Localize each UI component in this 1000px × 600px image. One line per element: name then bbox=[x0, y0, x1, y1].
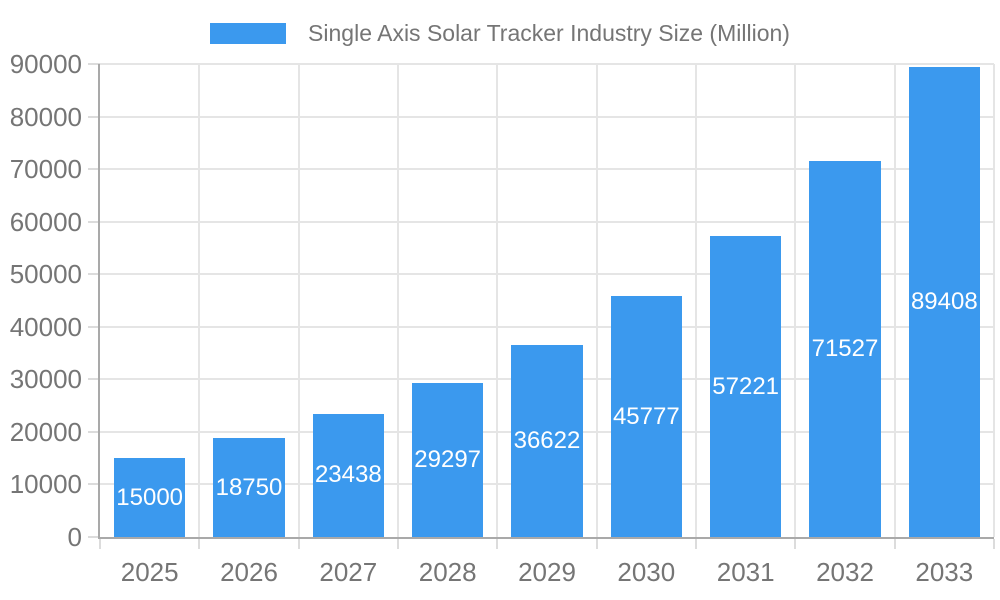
y-axis-tick bbox=[88, 220, 100, 223]
bar-value-label: 89408 bbox=[910, 288, 978, 316]
bar-2025[interactable]: 15000 bbox=[113, 458, 186, 537]
bar-value-label: 57221 bbox=[712, 372, 780, 400]
gridline-horizontal bbox=[100, 168, 994, 171]
y-axis-label: 70000 bbox=[9, 154, 82, 185]
bar-2030[interactable]: 45777 bbox=[610, 296, 683, 537]
x-axis-label-2030: 2030 bbox=[617, 557, 676, 587]
y-axis-tick bbox=[88, 168, 100, 171]
legend-label: Single Axis Solar Tracker Industry Size … bbox=[308, 20, 790, 46]
gridline-vertical bbox=[397, 64, 399, 537]
x-axis-tick bbox=[695, 539, 697, 549]
x-axis-tick bbox=[893, 539, 896, 549]
y-axis-tick bbox=[88, 378, 100, 381]
x-axis-tick bbox=[198, 539, 201, 549]
gridline-vertical bbox=[496, 64, 499, 537]
gridline-vertical bbox=[297, 64, 300, 537]
y-axis-label: 50000 bbox=[9, 259, 82, 290]
y-axis-label: 20000 bbox=[9, 416, 82, 447]
gridline-horizontal bbox=[100, 115, 994, 118]
legend: Single Axis Solar Tracker Industry Size … bbox=[0, 20, 1000, 47]
x-axis-label-2025: 2025 bbox=[120, 557, 179, 587]
bar-value-label: 18750 bbox=[215, 473, 283, 501]
y-axis-label: 30000 bbox=[9, 364, 82, 395]
y-axis-label: 80000 bbox=[9, 101, 82, 132]
x-axis-tick bbox=[99, 539, 101, 549]
y-axis-tick bbox=[88, 273, 100, 276]
x-axis-label-2027: 2027 bbox=[319, 557, 378, 587]
legend-swatch-icon bbox=[210, 23, 287, 44]
y-axis-tick bbox=[88, 63, 100, 65]
y-axis-tick bbox=[88, 430, 100, 433]
y-axis-label: 60000 bbox=[9, 206, 82, 237]
bar-value-label: 15000 bbox=[116, 483, 184, 511]
y-axis-tick bbox=[88, 536, 100, 538]
y-axis-label: 90000 bbox=[9, 49, 82, 79]
bar-2028[interactable]: 29297 bbox=[411, 383, 484, 537]
bar-2027[interactable]: 23438 bbox=[312, 413, 385, 537]
x-axis-tick bbox=[595, 539, 598, 549]
bar-value-label: 23438 bbox=[314, 461, 382, 489]
y-axis-label: 40000 bbox=[9, 311, 82, 342]
x-axis-tick bbox=[794, 539, 797, 549]
gridline-horizontal bbox=[100, 273, 994, 276]
gridline-vertical bbox=[794, 64, 797, 537]
y-axis-line bbox=[98, 64, 100, 539]
gridline-vertical bbox=[993, 64, 995, 537]
y-axis-tick bbox=[88, 325, 100, 328]
gridline-horizontal bbox=[100, 220, 994, 223]
x-axis-tick bbox=[297, 539, 300, 549]
bar-2031[interactable]: 57221 bbox=[709, 236, 782, 537]
y-axis-label: 10000 bbox=[9, 469, 82, 500]
x-axis-label-2031: 2031 bbox=[716, 557, 775, 587]
bar-2029[interactable]: 36622 bbox=[511, 344, 583, 537]
y-axis-label: 0 bbox=[67, 522, 82, 552]
bar-2026[interactable]: 18750 bbox=[213, 438, 285, 537]
gridline-vertical bbox=[893, 64, 896, 537]
gridline-vertical bbox=[198, 64, 201, 537]
x-axis-label-2028: 2028 bbox=[418, 557, 477, 587]
gridline-vertical bbox=[695, 64, 697, 537]
y-axis-tick bbox=[88, 115, 100, 118]
bar-value-label: 45777 bbox=[612, 402, 680, 430]
bar-value-label: 36622 bbox=[513, 426, 581, 454]
x-axis-label-2026: 2026 bbox=[220, 557, 278, 587]
bar-2033[interactable]: 89408 bbox=[908, 67, 981, 537]
gridline-horizontal bbox=[100, 325, 994, 328]
x-axis-tick bbox=[496, 539, 499, 549]
legend-item[interactable]: Single Axis Solar Tracker Industry Size … bbox=[210, 20, 790, 47]
bar-value-label: 29297 bbox=[414, 446, 482, 473]
bar-2032[interactable]: 71527 bbox=[809, 161, 881, 537]
x-axis-label-2032: 2032 bbox=[816, 557, 874, 587]
gridline-horizontal bbox=[100, 63, 994, 65]
x-axis-label-2029: 2029 bbox=[518, 557, 576, 587]
x-axis-line bbox=[98, 537, 994, 539]
gridline-vertical bbox=[595, 64, 598, 537]
y-axis-tick bbox=[88, 483, 100, 486]
x-axis-tick bbox=[993, 539, 995, 549]
x-axis-label-2033: 2033 bbox=[915, 557, 974, 587]
bar-value-label: 71527 bbox=[811, 335, 879, 363]
x-axis-tick bbox=[397, 539, 399, 549]
